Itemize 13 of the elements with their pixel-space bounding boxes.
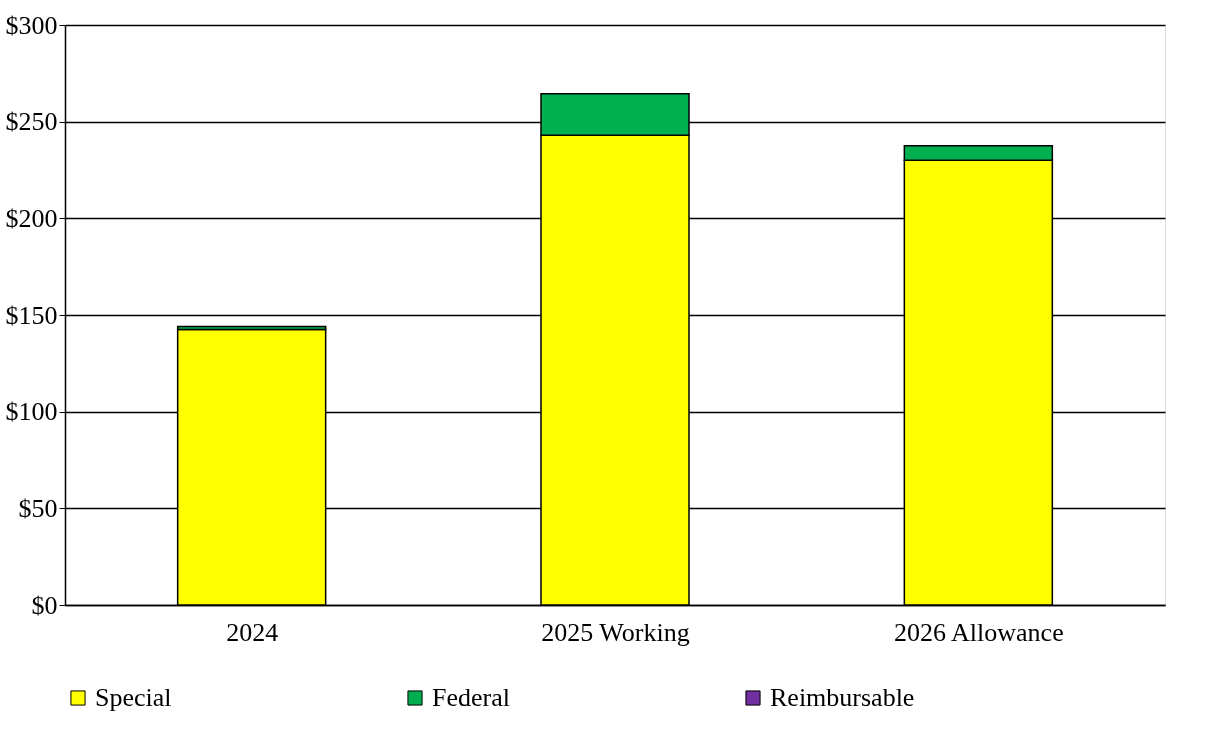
- legend-label: Reimbursable: [770, 683, 915, 712]
- x-tick-label: 2024: [226, 617, 279, 647]
- y-tick-label: $200: [5, 203, 58, 233]
- legend-label: Special: [95, 683, 172, 712]
- x-tick-label: 2025 Working: [541, 617, 690, 647]
- y-tick-label: $250: [5, 107, 58, 137]
- x-tick-label: 2026 Allowance: [893, 617, 1064, 647]
- y-tick-label: $100: [5, 397, 58, 427]
- y-tick-label: $300: [5, 10, 58, 40]
- legend-label: Federal: [432, 683, 510, 712]
- y-tick-label: $50: [18, 493, 58, 523]
- y-tick-label: $150: [5, 300, 58, 330]
- y-tick-label: $0: [31, 590, 58, 620]
